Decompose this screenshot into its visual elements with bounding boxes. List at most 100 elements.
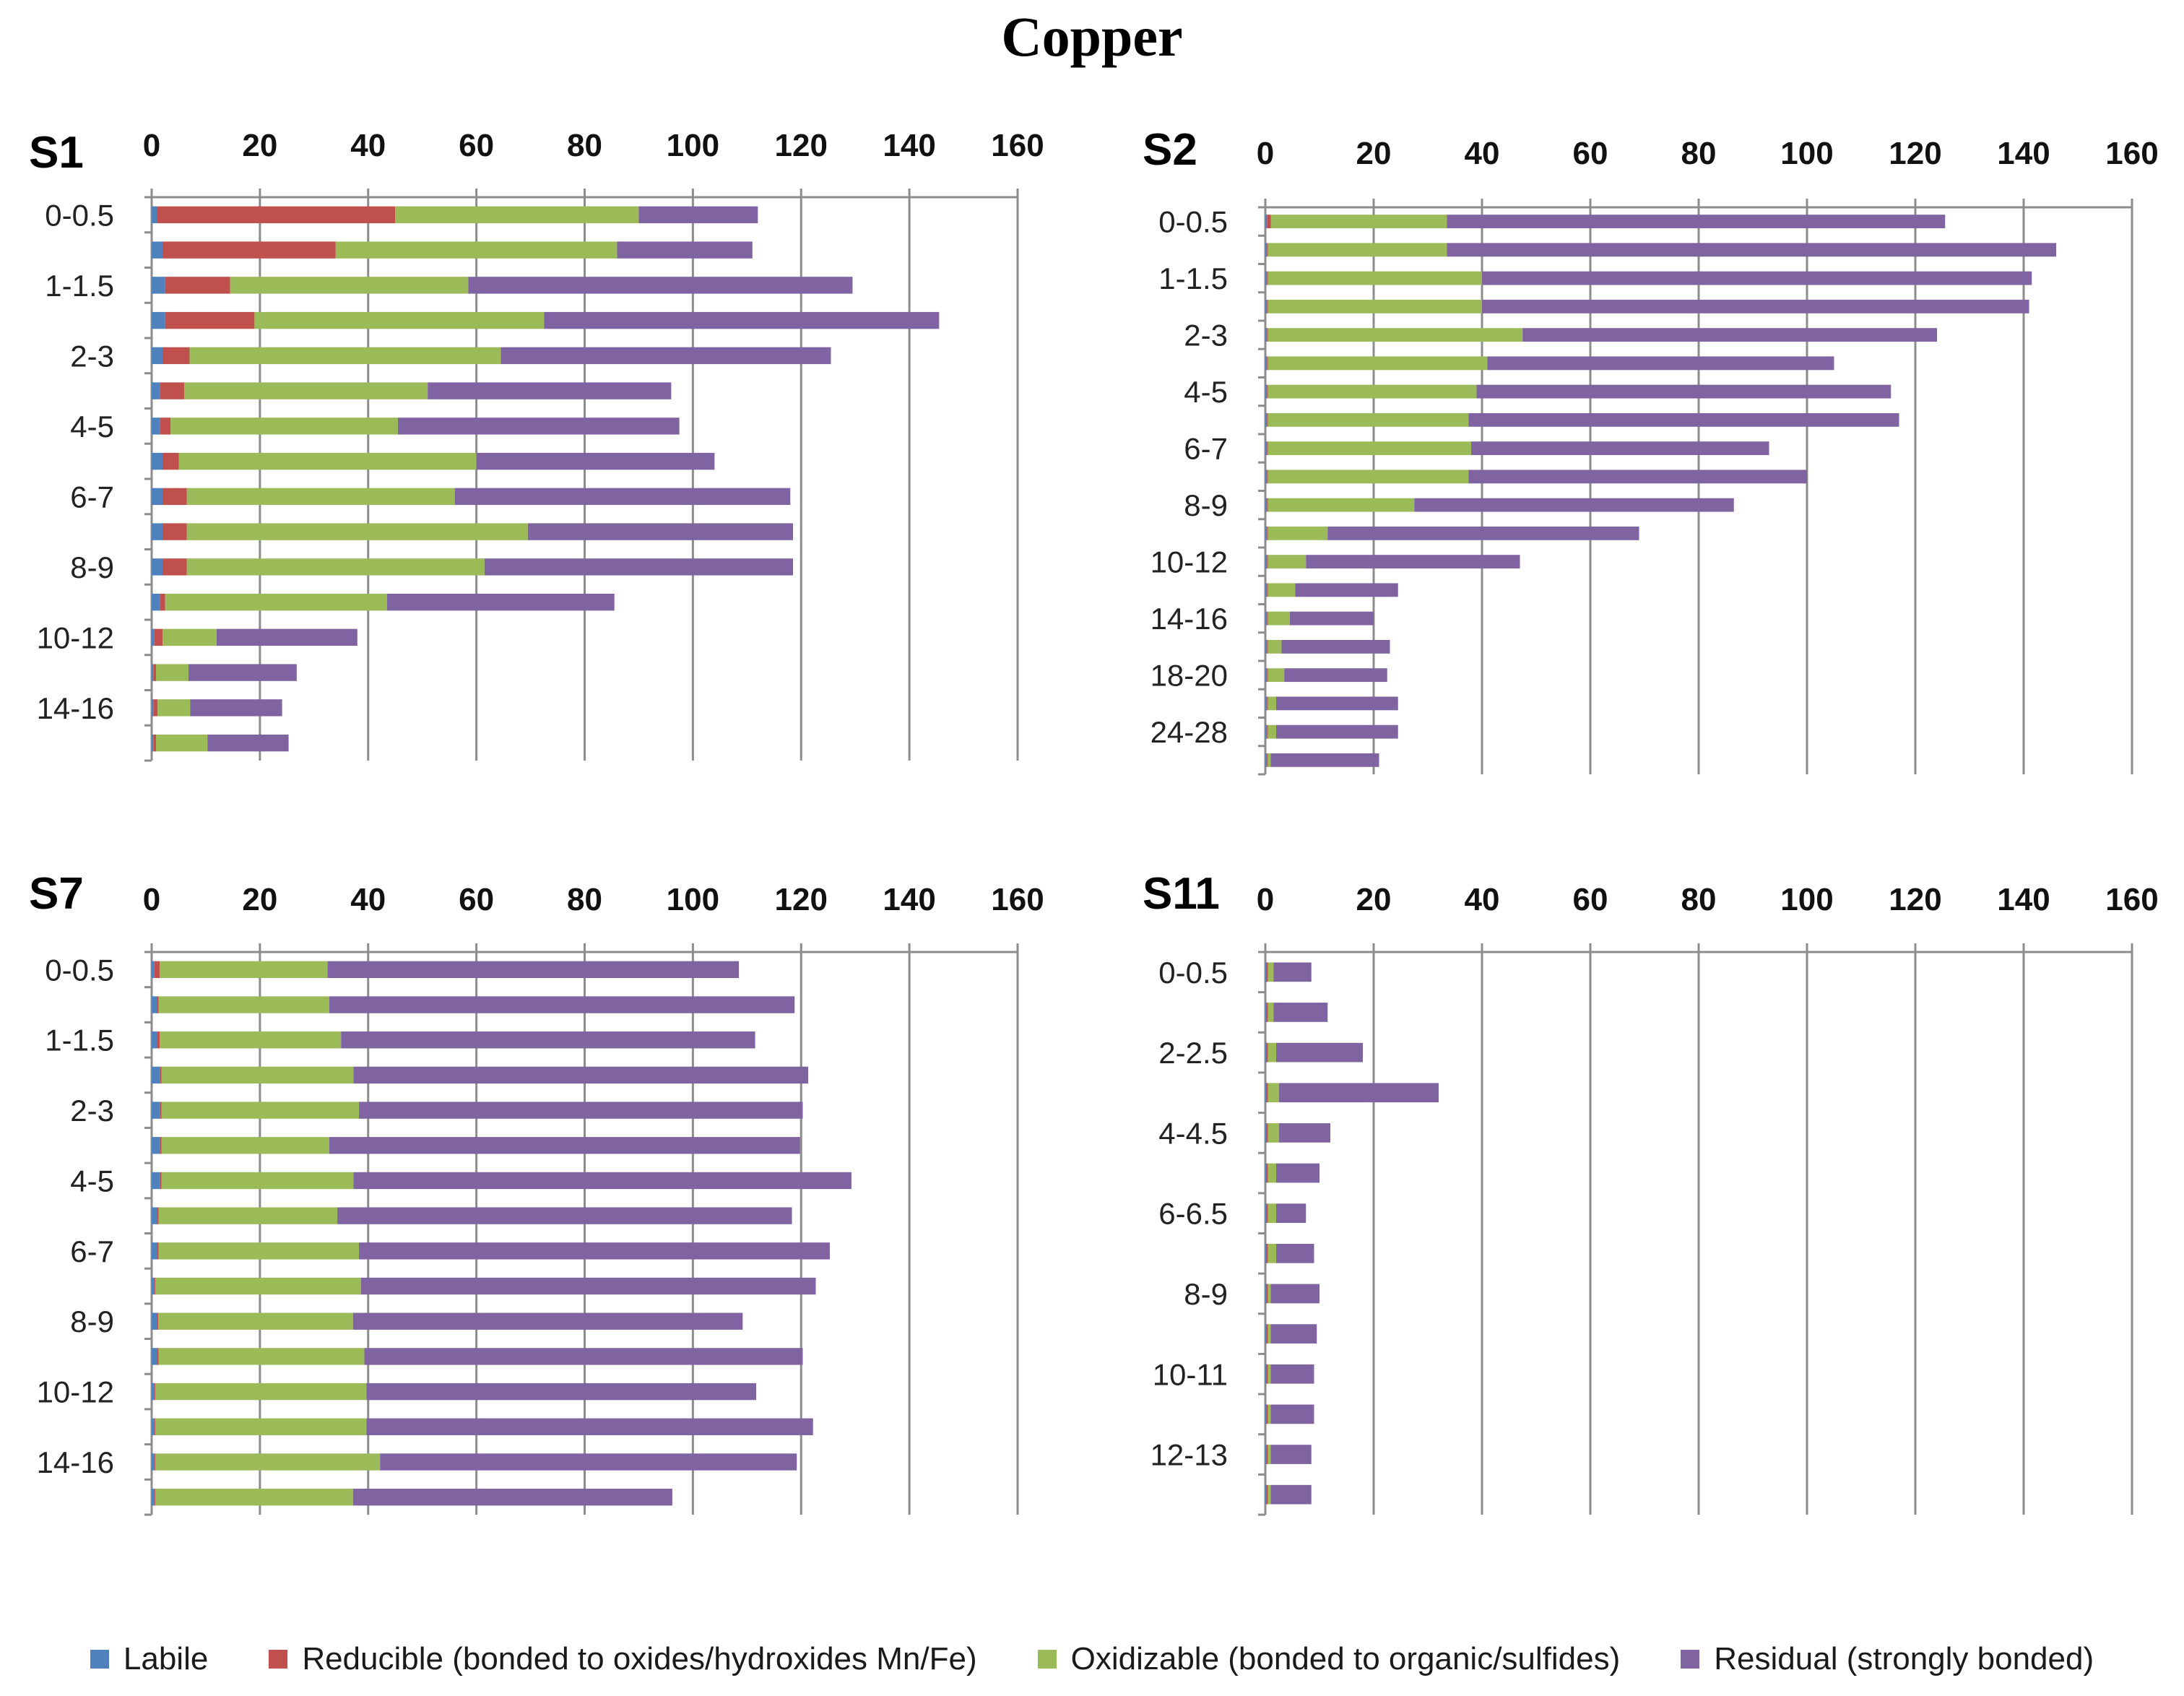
bar-segment — [1482, 299, 2029, 313]
bar-segment — [1268, 611, 1290, 626]
depth-label: 14-16 — [37, 1445, 114, 1479]
bar-segment — [1265, 328, 1268, 342]
x-tick-label: 140 — [883, 882, 935, 917]
depth-label: 0-0.5 — [1158, 956, 1228, 990]
bar-segment — [1266, 1484, 1268, 1505]
bar-segment — [162, 452, 179, 470]
bar-segment — [152, 523, 162, 540]
bar-segment — [190, 699, 282, 717]
bar-segment — [160, 1137, 162, 1154]
bar-segment — [154, 628, 162, 646]
bar-segment — [1265, 1042, 1267, 1063]
bar-segment — [1266, 1445, 1268, 1464]
x-tick-label: 140 — [883, 128, 935, 163]
bar-segment — [638, 206, 758, 224]
bar-segment — [1265, 498, 1268, 512]
legend-label-reducible: Reducible (bonded to oxides/hydroxides M… — [302, 1641, 977, 1676]
x-tick-label: 100 — [667, 128, 719, 163]
bar-segment — [1265, 1083, 1267, 1103]
x-tick-label: 0 — [143, 128, 160, 163]
bar-segment — [155, 734, 208, 752]
bar-segment — [397, 417, 680, 435]
bar-segment — [1273, 1003, 1328, 1022]
depth-label: 4-5 — [1184, 375, 1228, 409]
x-tick-label: 120 — [1889, 136, 1941, 171]
bar-segment — [160, 382, 184, 399]
depth-label: 6-7 — [1184, 432, 1228, 466]
bar-segment — [152, 1453, 155, 1471]
bar-segment — [188, 664, 297, 681]
bar-segment — [1265, 611, 1268, 626]
bar-segment — [158, 1207, 338, 1224]
bar-segment — [1268, 1445, 1271, 1464]
bar-segment — [337, 1207, 792, 1224]
depth-label: 14-16 — [1150, 602, 1228, 636]
panel-title: S11 — [1143, 869, 1220, 919]
x-tick-label: 140 — [1997, 882, 2050, 917]
bar-segment — [1265, 1324, 1267, 1344]
bar-segment — [1268, 696, 1276, 711]
legend-swatch-oxidizable — [1037, 1650, 1057, 1669]
bar-segment — [1487, 356, 1834, 371]
legend-label-oxidizable: Oxidizable (bonded to organic/sulfides) — [1070, 1641, 1621, 1676]
bar-segment — [152, 1242, 157, 1260]
bar-segment — [1267, 243, 1268, 257]
bar-segment — [216, 628, 358, 646]
bar-segment — [1270, 753, 1379, 767]
panel-title: S7 — [29, 869, 84, 919]
bar-segment — [162, 523, 187, 540]
bar-segment — [157, 1207, 159, 1224]
x-tick-label: 80 — [1681, 136, 1717, 171]
panel-s2: S2 0 20 40 60 80 100 120 140 160 0-0.5 1-1.5 2-3 4-5 6… — [1143, 125, 2159, 776]
depth-label: 2-3 — [1184, 319, 1228, 352]
bar-segment — [189, 347, 501, 365]
panel-title: S2 — [1143, 125, 1197, 175]
depth-label: 8-9 — [70, 1305, 114, 1338]
x-tick-label: 80 — [567, 128, 602, 163]
bar-segment — [152, 452, 162, 470]
depth-label: 10-12 — [1150, 545, 1228, 579]
bar-segment — [1268, 962, 1274, 982]
bar-segment — [160, 1102, 162, 1119]
bar-segment — [468, 277, 853, 294]
bar-segment — [1266, 962, 1268, 982]
depth-label: 24-28 — [1150, 715, 1228, 749]
depth-label: 8-9 — [1184, 488, 1228, 522]
x-tick-label: 40 — [1465, 882, 1500, 917]
bar-segment — [1266, 1284, 1268, 1304]
depth-label: 14-16 — [37, 691, 114, 725]
bar-segment — [155, 1383, 367, 1401]
depth-label: 1-1.5 — [45, 1024, 114, 1057]
bar-segment — [1267, 441, 1268, 456]
bar-segment — [1266, 1003, 1268, 1022]
bar-segment — [186, 558, 485, 576]
bar-segment — [1267, 668, 1268, 683]
bar-segment — [1270, 215, 1447, 229]
bar-segment — [1295, 583, 1398, 597]
x-tick-label: 80 — [567, 882, 602, 917]
bar-segment — [152, 996, 157, 1013]
bar-segment — [359, 1242, 830, 1260]
x-tick-label: 20 — [1356, 136, 1392, 171]
bar-segment — [1265, 696, 1268, 711]
legend-label-residual: Residual (strongly bonded) — [1714, 1641, 2094, 1676]
bar-segment — [1265, 299, 1268, 313]
bar-segment — [1276, 1163, 1320, 1183]
bar-segment — [1468, 470, 1807, 484]
depth-label: 1-1.5 — [45, 269, 114, 303]
bar-segment — [353, 1066, 808, 1084]
legend: Labile Reducible (bonded to oxides/hydro… — [0, 1634, 2184, 1684]
bar-segment — [153, 664, 156, 681]
bar-segment — [1267, 639, 1268, 654]
depth-label: 4-5 — [70, 1164, 114, 1198]
bar-segment — [152, 1066, 160, 1084]
legend-item-oxidizable: Oxidizable (bonded to organic/sulfides) — [1037, 1641, 1621, 1677]
bar-segment — [1265, 555, 1268, 569]
bar-segment — [1268, 1123, 1279, 1143]
bar-segment — [1268, 555, 1306, 569]
bar-segment — [1265, 1003, 1267, 1022]
x-tick-label: 140 — [1997, 136, 2050, 171]
bar-segment — [352, 1488, 672, 1506]
bar-segment — [352, 1312, 743, 1330]
